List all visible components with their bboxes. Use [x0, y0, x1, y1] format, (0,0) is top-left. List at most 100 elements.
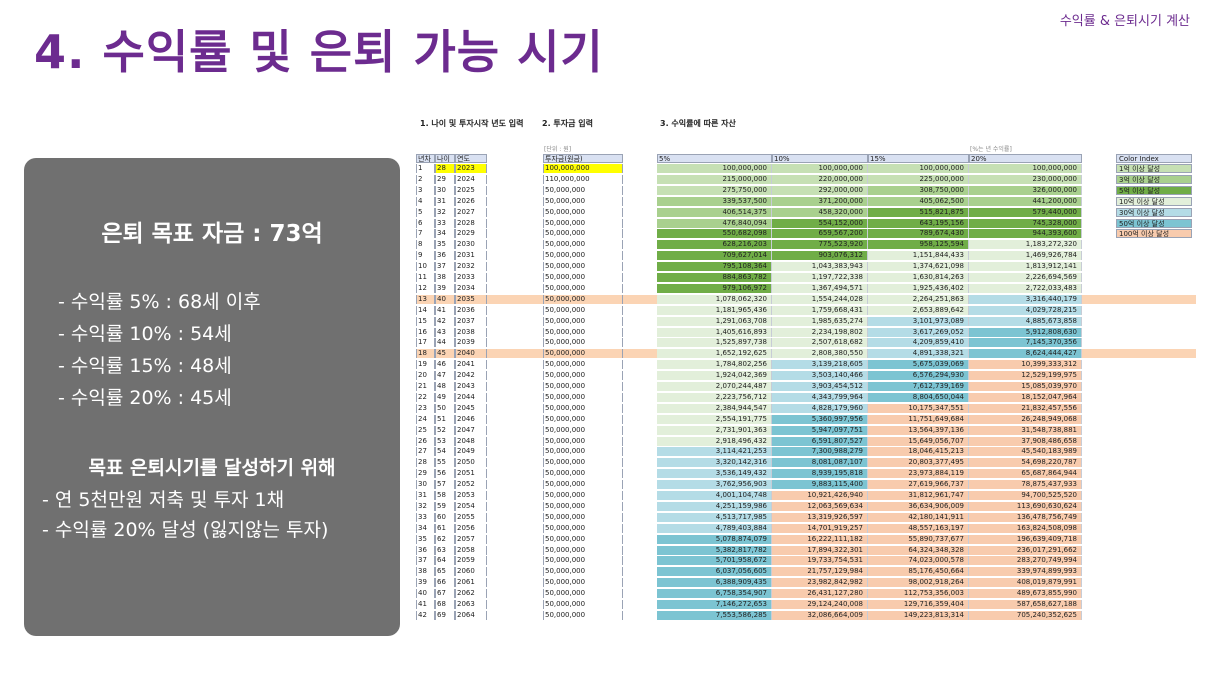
plan-item: - 연 5천만원 저축 및 투자 1채 — [42, 489, 285, 511]
cell-year: 2023 — [455, 164, 487, 173]
cell-rate-15: 3,101,973,089 — [868, 316, 969, 326]
cell-age: 64 — [435, 556, 455, 566]
cell-rate-15: 643,195,156 — [868, 218, 969, 228]
cell-year: 2038 — [455, 327, 487, 337]
cell-rate-10: 13,319,926,597 — [772, 512, 868, 522]
cell-rate-5: 215,000,000 — [657, 174, 772, 184]
cell-rate-15: 23,973,884,119 — [868, 469, 969, 479]
cell-year-no: 23 — [416, 403, 435, 413]
cell-rate-10: 16,222,111,182 — [772, 534, 868, 544]
cell-rate-15: 20,803,377,495 — [868, 458, 969, 468]
cell-year: 2037 — [455, 316, 487, 326]
cell-rate-15: 98,002,918,264 — [868, 578, 969, 588]
cell-age: 65 — [435, 567, 455, 577]
cell-rate-15: 1,374,621,098 — [868, 262, 969, 272]
rate-item: - 수익률 10% : 54세 — [58, 323, 232, 345]
section-title-1: 1. 나이 및 투자시작 년도 입력 — [420, 119, 524, 128]
cell-year-no: 18 — [416, 349, 435, 359]
cell-age: 52 — [435, 425, 455, 435]
cell-year-no: 40 — [416, 589, 435, 599]
cell-investment: 50,000,000 — [543, 229, 623, 239]
cell-rate-10: 371,200,000 — [772, 196, 868, 206]
cell-investment: 50,000,000 — [543, 556, 623, 566]
cell-year-no: 25 — [416, 425, 435, 435]
cell-rate-5: 709,627,014 — [657, 251, 772, 261]
cell-year-no: 12 — [416, 283, 435, 293]
cell-year: 2026 — [455, 196, 487, 206]
cell-rate-5: 3,536,149,432 — [657, 469, 772, 479]
cell-rate-20: 1,183,272,320 — [969, 240, 1082, 250]
cell-rate-20: 326,000,000 — [969, 185, 1082, 195]
cell-investment: 50,000,000 — [543, 480, 623, 490]
color-index-item: 10억 이상 달성 — [1116, 196, 1192, 206]
cell-year: 2064 — [455, 610, 487, 620]
cell-year: 2050 — [455, 458, 487, 468]
cell-rate-10: 659,567,200 — [772, 229, 868, 239]
cell-investment: 50,000,000 — [543, 251, 623, 261]
cell-rate-15: 100,000,000 — [868, 164, 969, 173]
cell-rate-5: 979,106,972 — [657, 283, 772, 293]
cell-rate-5: 2,554,191,775 — [657, 414, 772, 424]
cell-year: 2024 — [455, 174, 487, 184]
cell-investment: 110,000,000 — [543, 174, 623, 184]
cell-year-no: 5 — [416, 207, 435, 217]
cell-rate-10: 4,828,179,960 — [772, 403, 868, 413]
cell-year: 2054 — [455, 501, 487, 511]
cell-year-no: 13 — [416, 294, 435, 304]
cell-rate-20: 196,639,409,718 — [969, 534, 1082, 544]
cell-rate-10: 1,985,635,274 — [772, 316, 868, 326]
cell-investment: 50,000,000 — [543, 425, 623, 435]
cell-year-no: 26 — [416, 436, 435, 446]
cell-age: 41 — [435, 305, 455, 315]
cell-rate-5: 1,291,063,708 — [657, 316, 772, 326]
cell-year: 2059 — [455, 556, 487, 566]
cell-rate-15: 13,564,397,136 — [868, 425, 969, 435]
cell-rate-10: 23,982,842,982 — [772, 578, 868, 588]
cell-investment: 50,000,000 — [543, 294, 623, 304]
cell-rate-20: 18,152,047,964 — [969, 392, 1082, 402]
cell-rate-20: 944,393,600 — [969, 229, 1082, 239]
cell-rate-15: 31,812,961,747 — [868, 491, 969, 500]
cell-rate-20: 8,624,444,427 — [969, 349, 1082, 359]
cell-rate-15: 8,804,650,044 — [868, 392, 969, 402]
cell-rate-20: 136,478,756,749 — [969, 512, 1082, 522]
cell-year: 2045 — [455, 403, 487, 413]
plan-item: - 수익률 20% 달성 (잃지않는 투자) — [42, 519, 329, 541]
cell-age: 30 — [435, 185, 455, 195]
cell-rate-15: 2,264,251,863 — [868, 294, 969, 304]
cell-year: 2056 — [455, 523, 487, 533]
cell-age: 32 — [435, 207, 455, 217]
cell-investment: 50,000,000 — [543, 240, 623, 250]
cell-year-no: 2 — [416, 174, 435, 184]
cell-year-no: 38 — [416, 567, 435, 577]
cell-year: 2057 — [455, 534, 487, 544]
cell-rate-10: 2,234,198,802 — [772, 327, 868, 337]
cell-rate-5: 1,784,802,256 — [657, 360, 772, 370]
cell-rate-10: 2,507,618,682 — [772, 338, 868, 348]
header-year: 연도 — [455, 154, 487, 163]
cell-year-no: 10 — [416, 262, 435, 272]
cell-year-no: 16 — [416, 327, 435, 337]
cell-year-no: 19 — [416, 360, 435, 370]
cell-age: 55 — [435, 458, 455, 468]
cell-year: 2058 — [455, 545, 487, 555]
cell-rate-15: 958,125,594 — [868, 240, 969, 250]
color-index-item: 3억 이상 달성 — [1116, 174, 1192, 184]
rate-item: - 수익률 20% : 45세 — [58, 387, 232, 409]
cell-age: 59 — [435, 501, 455, 511]
cell-investment: 50,000,000 — [543, 327, 623, 337]
cell-rate-15: 1,925,436,402 — [868, 283, 969, 293]
summary-panel: 은퇴 목표 자금 : 73억 - 수익률 5% : 68세 이후 - 수익률 1… — [24, 158, 400, 636]
cell-rate-15: 15,649,056,707 — [868, 436, 969, 446]
cell-rate-10: 10,921,426,940 — [772, 491, 868, 500]
cell-rate-15: 2,653,889,642 — [868, 305, 969, 315]
cell-rate-15: 112,753,356,003 — [868, 589, 969, 599]
cell-rate-15: 515,821,875 — [868, 207, 969, 217]
header-rate-15: 15% — [868, 154, 969, 163]
cell-rate-10: 14,701,919,257 — [772, 523, 868, 533]
cell-rate-10: 3,139,218,605 — [772, 360, 868, 370]
section-title-3: 3. 수익률에 따른 자산 — [660, 119, 736, 128]
cell-rate-5: 6,758,354,907 — [657, 589, 772, 599]
cell-rate-15: 405,062,500 — [868, 196, 969, 206]
cell-rate-20: 10,399,333,312 — [969, 360, 1082, 370]
